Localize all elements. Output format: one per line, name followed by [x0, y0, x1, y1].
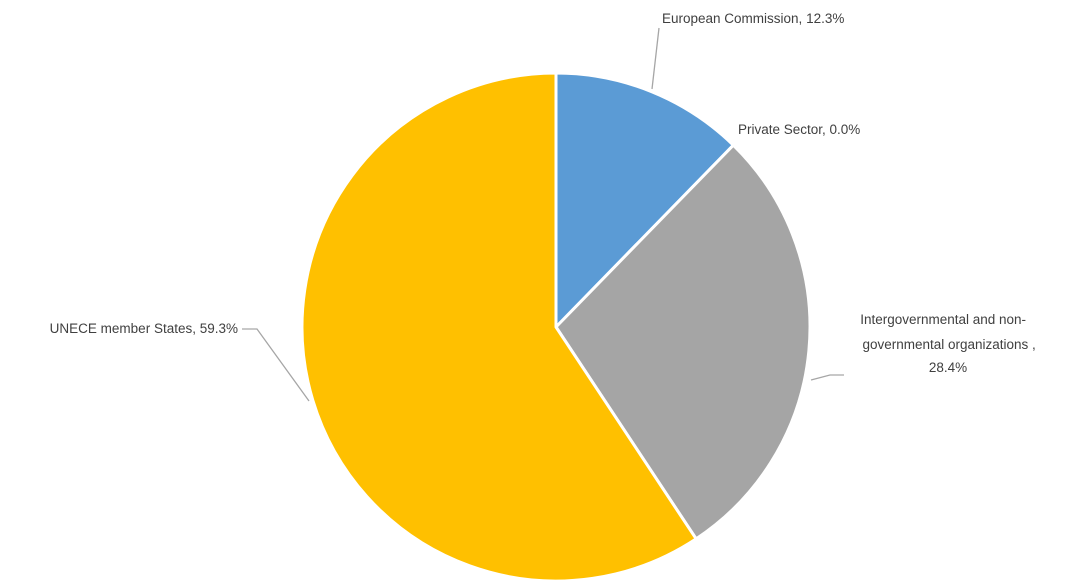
leader-lines	[242, 27, 844, 402]
data-label-private-sector: Private Sector, 0.0%	[738, 122, 860, 137]
leader-line-intergovernmental	[810, 374, 844, 381]
data-label-intergovernmental-line-1: Intergovernmental and non-	[860, 312, 1026, 327]
leader-line-unece-member-states	[242, 328, 310, 402]
pie-slices	[300, 71, 812, 581]
data-label-intergovernmental-line-2: governmental organizations ,	[862, 337, 1035, 352]
data-label-european-commission: European Commission, 12.3%	[662, 11, 844, 26]
leader-line-european-commission	[651, 27, 660, 90]
data-label-unece-member-states: UNECE member States, 59.3%	[50, 321, 238, 336]
data-label-european-commission-line: European Commission, 12.3%	[662, 11, 844, 26]
data-label-private-sector-line: Private Sector, 0.0%	[738, 122, 860, 137]
data-labels: European Commission, 12.3% Private Secto…	[50, 11, 1039, 375]
data-label-intergovernmental-line-3: 28.4%	[929, 360, 967, 375]
data-label-intergovernmental: Intergovernmental and non- governmental …	[860, 312, 1039, 375]
pie-slice-intergovernmental-and-non-governmental-organizations	[554, 143, 812, 541]
data-label-unece-member-states-line: UNECE member States, 59.3%	[50, 321, 238, 336]
pie-slice-european-commission	[554, 71, 735, 329]
